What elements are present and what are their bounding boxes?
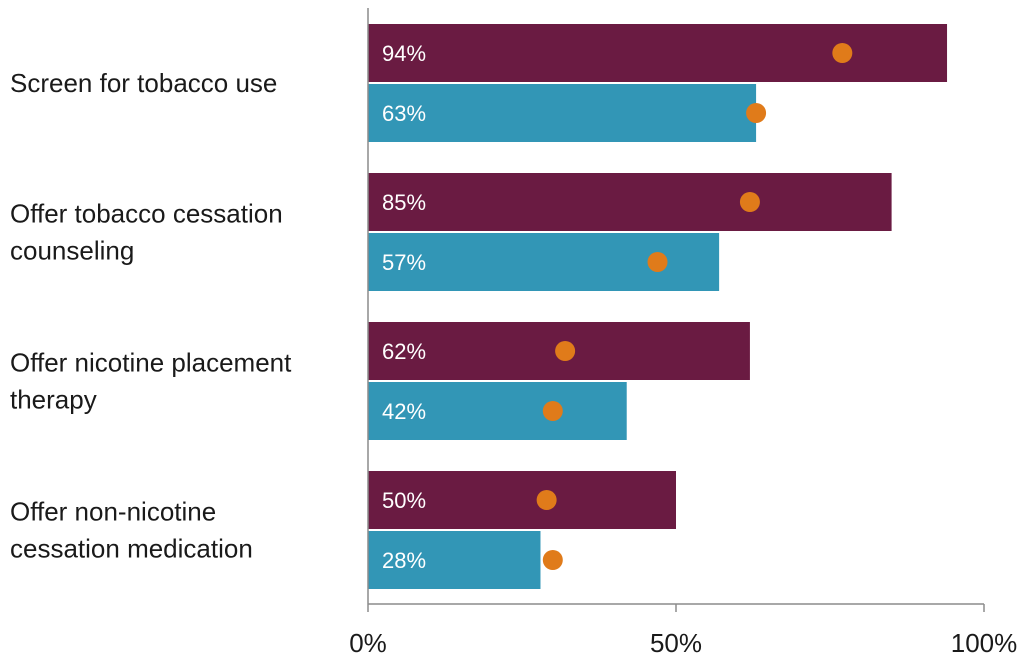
category-label: Offer tobacco cessation — [10, 199, 283, 229]
bar-value-label: 50% — [382, 488, 426, 513]
bar-value-label: 28% — [382, 548, 426, 573]
category-label: Offer nicotine placement — [10, 348, 292, 378]
category-labels: Screen for tobacco use Offer tobacco cess… — [10, 68, 292, 564]
category-label: Screen for tobacco use — [10, 68, 277, 98]
marker-point — [542, 550, 563, 570]
bar-value-label: 57% — [382, 250, 426, 275]
bar — [368, 84, 757, 142]
bar — [368, 382, 627, 440]
marker-point — [536, 490, 557, 510]
bar-value-label: 62% — [382, 339, 426, 364]
bar — [368, 24, 948, 82]
x-tick-label: 0% — [349, 628, 387, 658]
marker-point — [555, 341, 576, 361]
bar — [368, 531, 541, 589]
x-tick-label: 100% — [951, 628, 1018, 658]
marker-point — [647, 252, 668, 272]
marker-point — [746, 103, 767, 123]
category-label: counseling — [10, 236, 134, 266]
marker-point — [542, 401, 563, 421]
bar — [368, 173, 892, 231]
category-label: therapy — [10, 385, 97, 415]
bar-value-label: 63% — [382, 101, 426, 126]
marker-point — [832, 43, 853, 63]
bars: 94% 63% 85% 57% 62% 42% 50% 28% — [368, 24, 948, 589]
marker-point — [739, 192, 760, 212]
x-tick-label: 50% — [650, 628, 702, 658]
markers — [536, 43, 853, 570]
bar-value-label: 94% — [382, 41, 426, 66]
bar-value-label: 42% — [382, 399, 426, 424]
category-label: Offer non-nicotine — [10, 497, 216, 527]
axes: 0% 50% 100% — [349, 8, 1017, 658]
bar-value-label: 85% — [382, 190, 426, 215]
category-label: cessation medication — [10, 534, 253, 564]
bar — [368, 471, 676, 529]
